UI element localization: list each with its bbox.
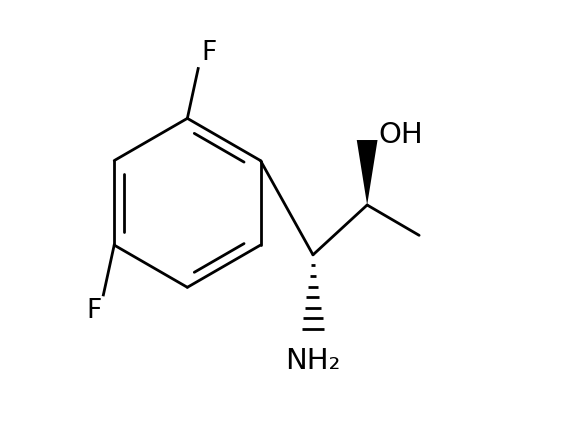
Text: F: F xyxy=(86,298,101,324)
Polygon shape xyxy=(357,140,378,205)
Text: F: F xyxy=(201,41,217,66)
Text: NH₂: NH₂ xyxy=(286,347,341,375)
Text: OH: OH xyxy=(378,121,423,149)
